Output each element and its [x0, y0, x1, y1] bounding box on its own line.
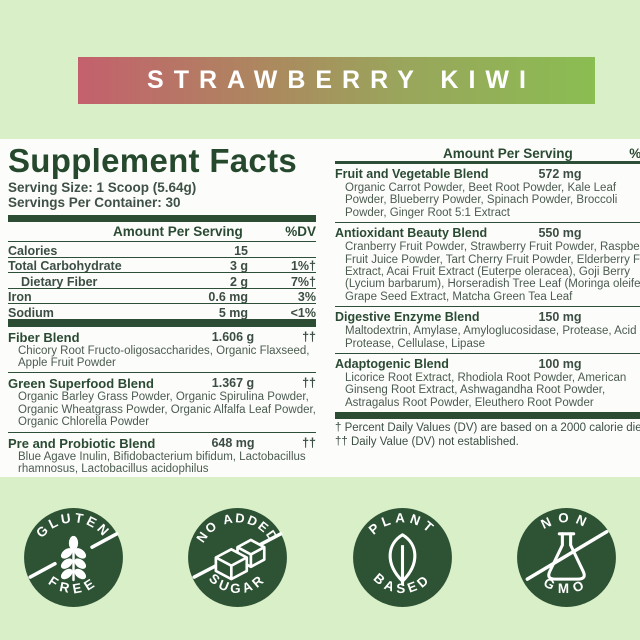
blend-section: Fiber Blend 1.606 g †† Chicory Root Fruc… — [8, 325, 316, 373]
nutrient-row: Sodium 5 mg <1% — [8, 303, 316, 320]
svg-text:GMO: GMO — [541, 575, 591, 596]
footnotes: † Percent Daily Values (DV) are based on… — [335, 422, 640, 450]
nutrient-dv: 1%† — [290, 259, 316, 273]
table-header: Amount Per Serving %DV — [335, 144, 640, 163]
nutrient-row: Dietary Fiber 2 g 7%† — [8, 272, 316, 289]
blend-dv: †† — [302, 435, 316, 450]
blend-ingredients: Licorice Root Extract, Rhodiola Root Pow… — [345, 372, 627, 409]
nutrient-name: Total Carbohydrate — [8, 259, 122, 273]
blend-section: Digestive Enzyme Blend 150 mg †† Maltode… — [335, 306, 640, 353]
blend-name: Fiber Blend — [8, 329, 80, 345]
blend-ingredients: Blue Agave Inulin, Bifidobacterium bifid… — [18, 450, 306, 475]
amount-per-serving-header: Amount Per Serving — [113, 224, 243, 239]
blend-name: Digestive Enzyme Blend — [335, 310, 480, 325]
sugar-cubes-icon — [214, 538, 266, 581]
thick-divider — [8, 318, 316, 326]
supplement-facts-title: Supplement Facts — [8, 142, 298, 179]
gluten-free-badge: GLUTEN FREE — [24, 508, 123, 607]
facts-right-column: Amount Per Serving %DV Fruit and Vegetab… — [335, 144, 640, 450]
blend-section: Green Superfood Blend 1.367 g †† Organic… — [8, 372, 316, 431]
nutrient-amount: 15 — [234, 243, 248, 258]
nutrient-amount: 5 mg — [218, 305, 248, 320]
nutrient-name: Calories — [8, 243, 58, 258]
blend-ingredients: Organic Barley Grass Powder, Organic Spi… — [18, 391, 316, 429]
slash-line — [28, 561, 57, 579]
supplement-facts-panel: Supplement Facts Serving Size: 1 Scoop (… — [0, 139, 640, 477]
non-gmo-badge: NON GMO — [517, 508, 616, 607]
nutrient-dv: 7%† — [290, 274, 316, 289]
blend-ingredients: Cranberry Fruit Powder, Strawberry Fruit… — [345, 241, 640, 303]
nutrient-dv: <1% — [290, 305, 316, 320]
nutrient-row: Total Carbohydrate 3 g 1%† — [8, 256, 316, 273]
blend-ingredients: Chicory Root Fructo-oligosaccharides, Or… — [18, 344, 310, 369]
plant-based-badge: PLANT BASED — [352, 508, 452, 607]
nutrient-row: Iron 0.6 mg 3% — [8, 287, 316, 304]
blend-name: Fruit and Vegetable Blend — [335, 167, 489, 181]
wheat-icon — [60, 535, 87, 582]
footnote-dv: † Percent Daily Values (DV) are based on… — [335, 422, 640, 435]
blend-section: Antioxidant Beauty Blend 550 mg †† Cranb… — [335, 222, 640, 306]
nutrient-amount: 3 g — [229, 259, 248, 273]
nutrient-name: Sodium — [8, 305, 54, 320]
nutrient-name: Iron — [8, 290, 32, 304]
table-header: Amount Per Serving %DV — [8, 222, 316, 241]
nutrient-name: Dietary Fiber — [21, 274, 98, 289]
blend-ingredients: Organic Carrot Powder, Beet Root Powder,… — [345, 182, 618, 219]
flask-icon — [547, 532, 586, 581]
slash-line — [192, 563, 218, 579]
nutrient-dv: 3% — [297, 290, 316, 304]
blend-name: Green Superfood Blend — [8, 376, 154, 392]
blend-amount: 1.606 g — [211, 329, 255, 344]
nutrient-row: Calories 15 — [8, 241, 316, 258]
slash-line — [525, 529, 609, 581]
blend-dv: †† — [302, 376, 316, 391]
nutrient-amount: 0.6 mg — [208, 290, 248, 304]
blend-name: Antioxidant Beauty Blend — [335, 226, 488, 241]
nutrient-amount: 2 g — [229, 274, 248, 289]
thick-divider — [335, 412, 640, 420]
blend-amount: 1.367 g — [211, 376, 255, 391]
blend-amount: 150 mg — [538, 310, 582, 325]
leaf-icon — [388, 533, 417, 586]
dv-header: %DV — [285, 224, 316, 239]
blend-section: Adaptogenic Blend 100 mg †† Licorice Roo… — [335, 353, 640, 412]
blend-ingredients: Maltodextrin, Amylase, Amyloglucosidase,… — [345, 325, 637, 350]
slash-line — [90, 532, 119, 549]
badge-bottom-label: GMO — [541, 575, 585, 596]
blend-amount: 100 mg — [538, 357, 582, 372]
servings-per-container: Servings Per Container: 30 — [8, 195, 181, 210]
blend-name: Adaptogenic Blend — [335, 357, 449, 372]
flavor-banner-label: STRAWBERRY KIWI — [147, 66, 536, 94]
no-added-sugar-badge: NO ADDED SUGAR — [188, 508, 288, 607]
dv-header: %DV — [629, 146, 640, 161]
blend-amount: 648 mg — [211, 435, 255, 450]
blend-amount: 572 mg — [538, 167, 582, 181]
blend-section: Fruit and Vegetable Blend 572 mg †† Orga… — [335, 163, 640, 222]
certification-badges: GLUTEN FREE NO ADDED SUGAR — [0, 506, 640, 609]
blend-dv: †† — [302, 329, 316, 344]
amount-per-serving-header: Amount Per Serving — [443, 146, 573, 161]
flavor-banner: STRAWBERRY KIWI — [78, 57, 595, 104]
blend-name: Pre and Probiotic Blend — [8, 435, 156, 451]
slash-line — [257, 532, 283, 547]
serving-size: Serving Size: 1 Scoop (5.64g) — [8, 180, 197, 195]
thick-divider — [8, 215, 316, 222]
blend-amount: 550 mg — [538, 226, 582, 241]
blend-section: Pre and Probiotic Blend 648 mg †† Blue A… — [8, 431, 316, 477]
footnote-not-established: †† Daily Value (DV) not established. — [335, 436, 519, 449]
facts-left-column: Supplement Facts Serving Size: 1 Scoop (… — [8, 144, 316, 477]
